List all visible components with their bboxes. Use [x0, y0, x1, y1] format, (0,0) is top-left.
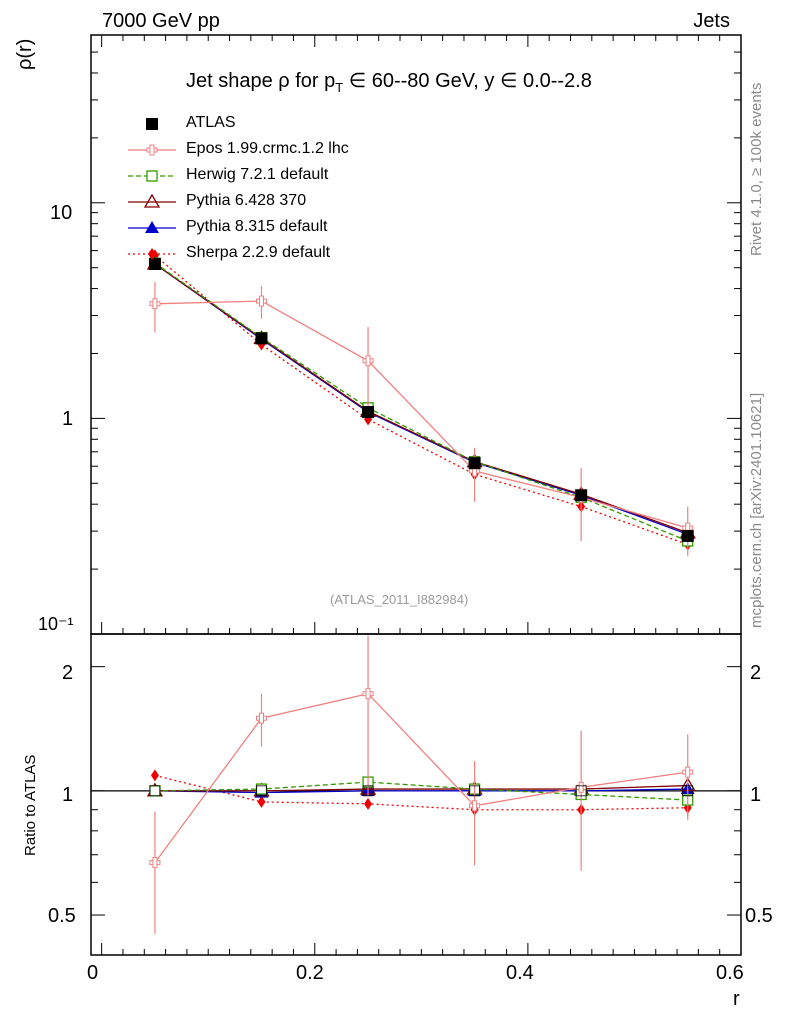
- legend-label-sherpa: Sherpa 2.2.9 default: [186, 244, 331, 261]
- series-line-sherpa: [154, 254, 688, 546]
- ratio-line-epos: [154, 692, 688, 863]
- legend-marker-atlas: [146, 118, 158, 130]
- legend-marker-s0-v: [149, 144, 155, 156]
- data-point-atlas: [362, 406, 375, 419]
- x-ticks: [101, 35, 742, 955]
- ratio-point-epos: [362, 688, 374, 700]
- chart-marks: [146, 249, 696, 934]
- legend-marker-s2: [143, 193, 161, 208]
- data-point-atlas: [681, 529, 694, 542]
- y-tick-label-1: 1: [62, 408, 74, 430]
- ratio-data-point-atlas: [362, 785, 374, 797]
- series-sherpa: [150, 249, 692, 816]
- ratio-tick-label-1-left: 1: [62, 784, 74, 806]
- legend-label-atlas: ATLAS: [186, 114, 236, 131]
- ratio-tick-label-2-left: 2: [62, 662, 74, 684]
- ratio-point-epos-v: [685, 766, 691, 778]
- chart-title-main: Jet shape ρ for p: [186, 70, 336, 92]
- series-pythia6: [146, 255, 696, 797]
- data-point-atlas: [468, 457, 481, 470]
- data-point-atlas: [575, 489, 588, 502]
- chart-title-sub: T: [335, 80, 344, 95]
- data-point-atlas: [255, 332, 268, 345]
- series-line-pythia8: [154, 263, 688, 535]
- ratio-point-epos-v: [472, 800, 478, 812]
- reference-label: (ATLAS_2011_I882984): [330, 592, 469, 607]
- mcplots-label: mcplots.cern.ch [arXiv:2401.10621]: [748, 392, 765, 628]
- ratio-line-sherpa: [154, 774, 688, 811]
- series-line-epos: [154, 300, 688, 529]
- ratio-frame-border: [90, 633, 742, 956]
- legend-label-herwig: Herwig 7.2.1 default: [186, 166, 329, 183]
- ratio-point-epos: [682, 766, 694, 778]
- ratio-point-herwig: [149, 785, 161, 797]
- point-epos-v: [365, 355, 371, 367]
- ratio-point-epos-v: [578, 781, 584, 793]
- y-axis-title-main: ρ(r): [14, 38, 36, 70]
- ratio-point-sherpa: [150, 769, 159, 782]
- legend-label-pythia6: Pythia 6.428 370: [186, 192, 307, 209]
- ratio-data-point-atlas: [256, 785, 267, 797]
- ratio-point-epos: [149, 857, 161, 869]
- series-atlas: [148, 258, 694, 797]
- x-tick-label-0: 0: [87, 962, 99, 984]
- chart-title: Jet shape ρ for pT ∈ 60--80 GeV, y ∈ 0.0…: [186, 68, 592, 95]
- header-left: 7000 GeV pp: [102, 10, 220, 32]
- ratio-point-sherpa: [364, 797, 373, 810]
- legend-marker-s1: [146, 170, 158, 182]
- ratio-point-epos-v: [152, 857, 158, 869]
- x-axis-title: r: [733, 988, 740, 1010]
- ratio-line-pythia8: [154, 788, 688, 794]
- point-epos-v: [258, 295, 264, 307]
- ratio-tick-label-1-right: 1: [750, 784, 762, 806]
- ratio-data-point-atlas: [469, 785, 481, 797]
- legend-markers: [128, 118, 176, 260]
- ratio-point-epos-v: [365, 688, 371, 700]
- chart-title-rest: ∈ 60--80 GeV, y ∈ 0.0--2.8: [343, 70, 592, 92]
- series-pythia8: [147, 257, 695, 798]
- x-tick-label-0.4: 0.4: [506, 962, 534, 984]
- ratio-point-epos: [255, 712, 267, 724]
- ratio-tick-label-0.5-left: 0.5: [48, 905, 76, 927]
- series-line-pythia6: [154, 263, 688, 534]
- data-point-atlas: [148, 258, 161, 271]
- ratio-point-sherpa: [257, 795, 266, 808]
- point-epos: [255, 295, 267, 307]
- legend-label-epos: Epos 1.99.crmc.1.2 lhc: [186, 140, 349, 157]
- point-epos-v: [152, 298, 158, 310]
- legend-marker-s3: [145, 221, 159, 233]
- point-epos: [149, 298, 161, 310]
- series-herwig: [149, 257, 694, 806]
- rivet-label: Rivet 4.1.0, ≥ 100k events: [748, 82, 765, 256]
- ratio-data-point-atlas: [149, 785, 161, 797]
- header-right: Jets: [693, 10, 730, 32]
- legend-label-pythia8: Pythia 8.315 default: [186, 218, 328, 235]
- ratio-panel: [90, 633, 742, 956]
- ratio-point-epos-v: [258, 712, 264, 724]
- series-line-herwig: [154, 262, 688, 542]
- y-axis-title-ratio: Ratio to ATLAS: [22, 754, 39, 856]
- legend-marker-s0: [146, 144, 158, 156]
- ratio-data-point-atlas: [682, 785, 694, 797]
- point-epos: [362, 355, 374, 367]
- x-tick-label-0.2: 0.2: [296, 962, 324, 984]
- ratio-tick-label-0.5-right: 0.5: [745, 905, 773, 927]
- legend-marker-s4: [148, 248, 156, 260]
- x-tick-label-0.6: 0.6: [716, 962, 744, 984]
- ratio-tick-label-2-right: 2: [750, 662, 762, 684]
- y-tick-label-0.1: 10⁻¹: [38, 614, 74, 634]
- ratio-point-epos: [469, 800, 481, 812]
- ratio-line-pythia6: [154, 784, 688, 792]
- y-tick-label-10: 10: [50, 202, 73, 224]
- ratio-line-herwig: [154, 781, 688, 801]
- series-epos: [149, 281, 694, 934]
- ratio-data-point-atlas: [575, 785, 587, 797]
